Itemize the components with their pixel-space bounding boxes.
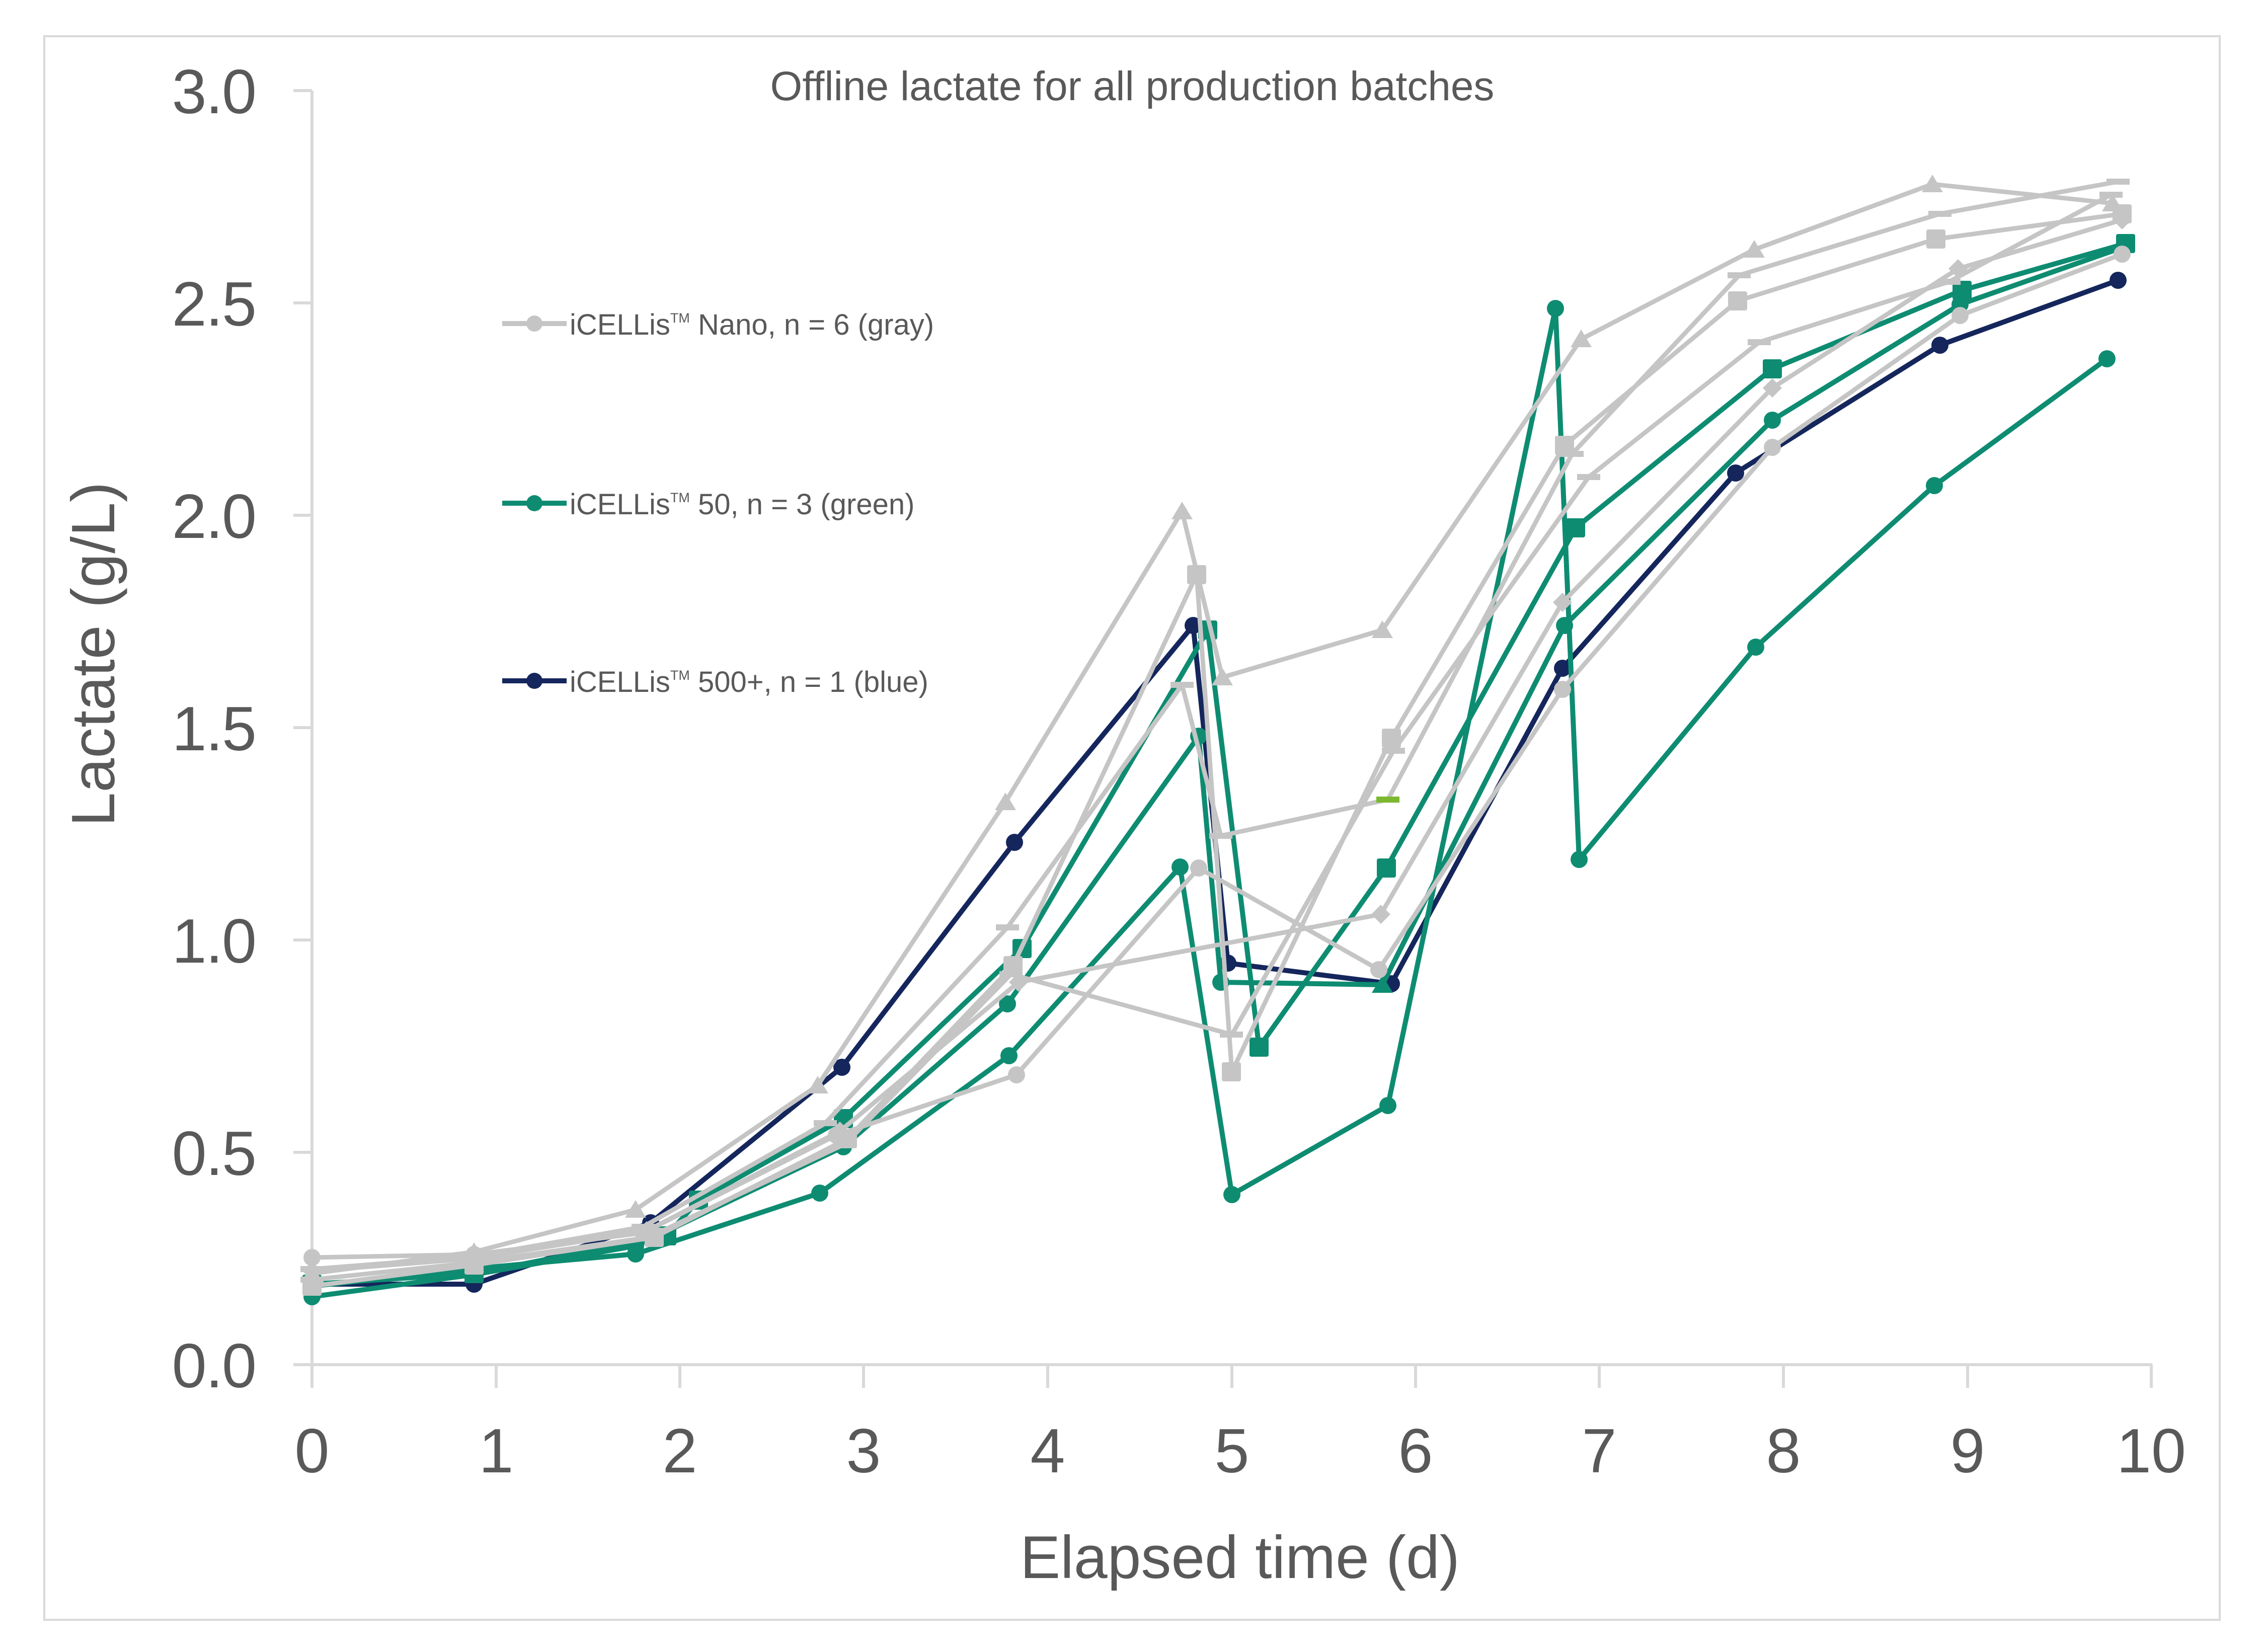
- svg-text:1: 1: [479, 1417, 514, 1486]
- svg-text:3: 3: [846, 1417, 881, 1486]
- svg-text:1.0: 1.0: [172, 907, 256, 976]
- svg-text:Lactate (g/L): Lactate (g/L): [59, 482, 127, 827]
- svg-text:6: 6: [1398, 1417, 1433, 1486]
- svg-text:iCELLisTM Nano, n = 6 (gray): iCELLisTM Nano, n = 6 (gray): [570, 308, 934, 341]
- svg-text:Offline lactate for all produc: Offline lactate for all production batch…: [770, 63, 1495, 109]
- svg-text:2: 2: [663, 1417, 697, 1486]
- svg-text:2.0: 2.0: [172, 482, 256, 552]
- svg-text:4: 4: [1031, 1417, 1065, 1486]
- svg-text:iCELLisTM 50, n = 3 (green): iCELLisTM 50, n = 3 (green): [570, 488, 914, 521]
- svg-text:5: 5: [1215, 1417, 1249, 1486]
- svg-text:8: 8: [1766, 1417, 1801, 1486]
- svg-text:3.0: 3.0: [172, 57, 256, 127]
- svg-text:2.5: 2.5: [172, 270, 256, 339]
- svg-text:10: 10: [2117, 1417, 2186, 1486]
- svg-text:1.5: 1.5: [172, 694, 256, 764]
- svg-text:iCELLisTM 500+, n = 1 (blue): iCELLisTM 500+, n = 1 (blue): [570, 666, 928, 698]
- svg-text:7: 7: [1582, 1417, 1617, 1486]
- svg-text:0: 0: [295, 1417, 330, 1486]
- svg-text:9: 9: [1950, 1417, 1985, 1486]
- svg-text:0.0: 0.0: [172, 1331, 256, 1401]
- svg-text:0.5: 0.5: [172, 1119, 256, 1189]
- svg-text:Elapsed time (d): Elapsed time (d): [1020, 1524, 1460, 1591]
